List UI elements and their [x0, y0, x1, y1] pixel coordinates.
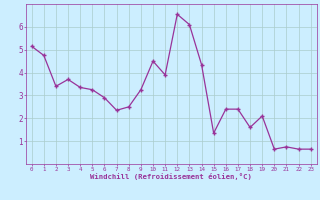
X-axis label: Windchill (Refroidissement éolien,°C): Windchill (Refroidissement éolien,°C)	[90, 173, 252, 180]
